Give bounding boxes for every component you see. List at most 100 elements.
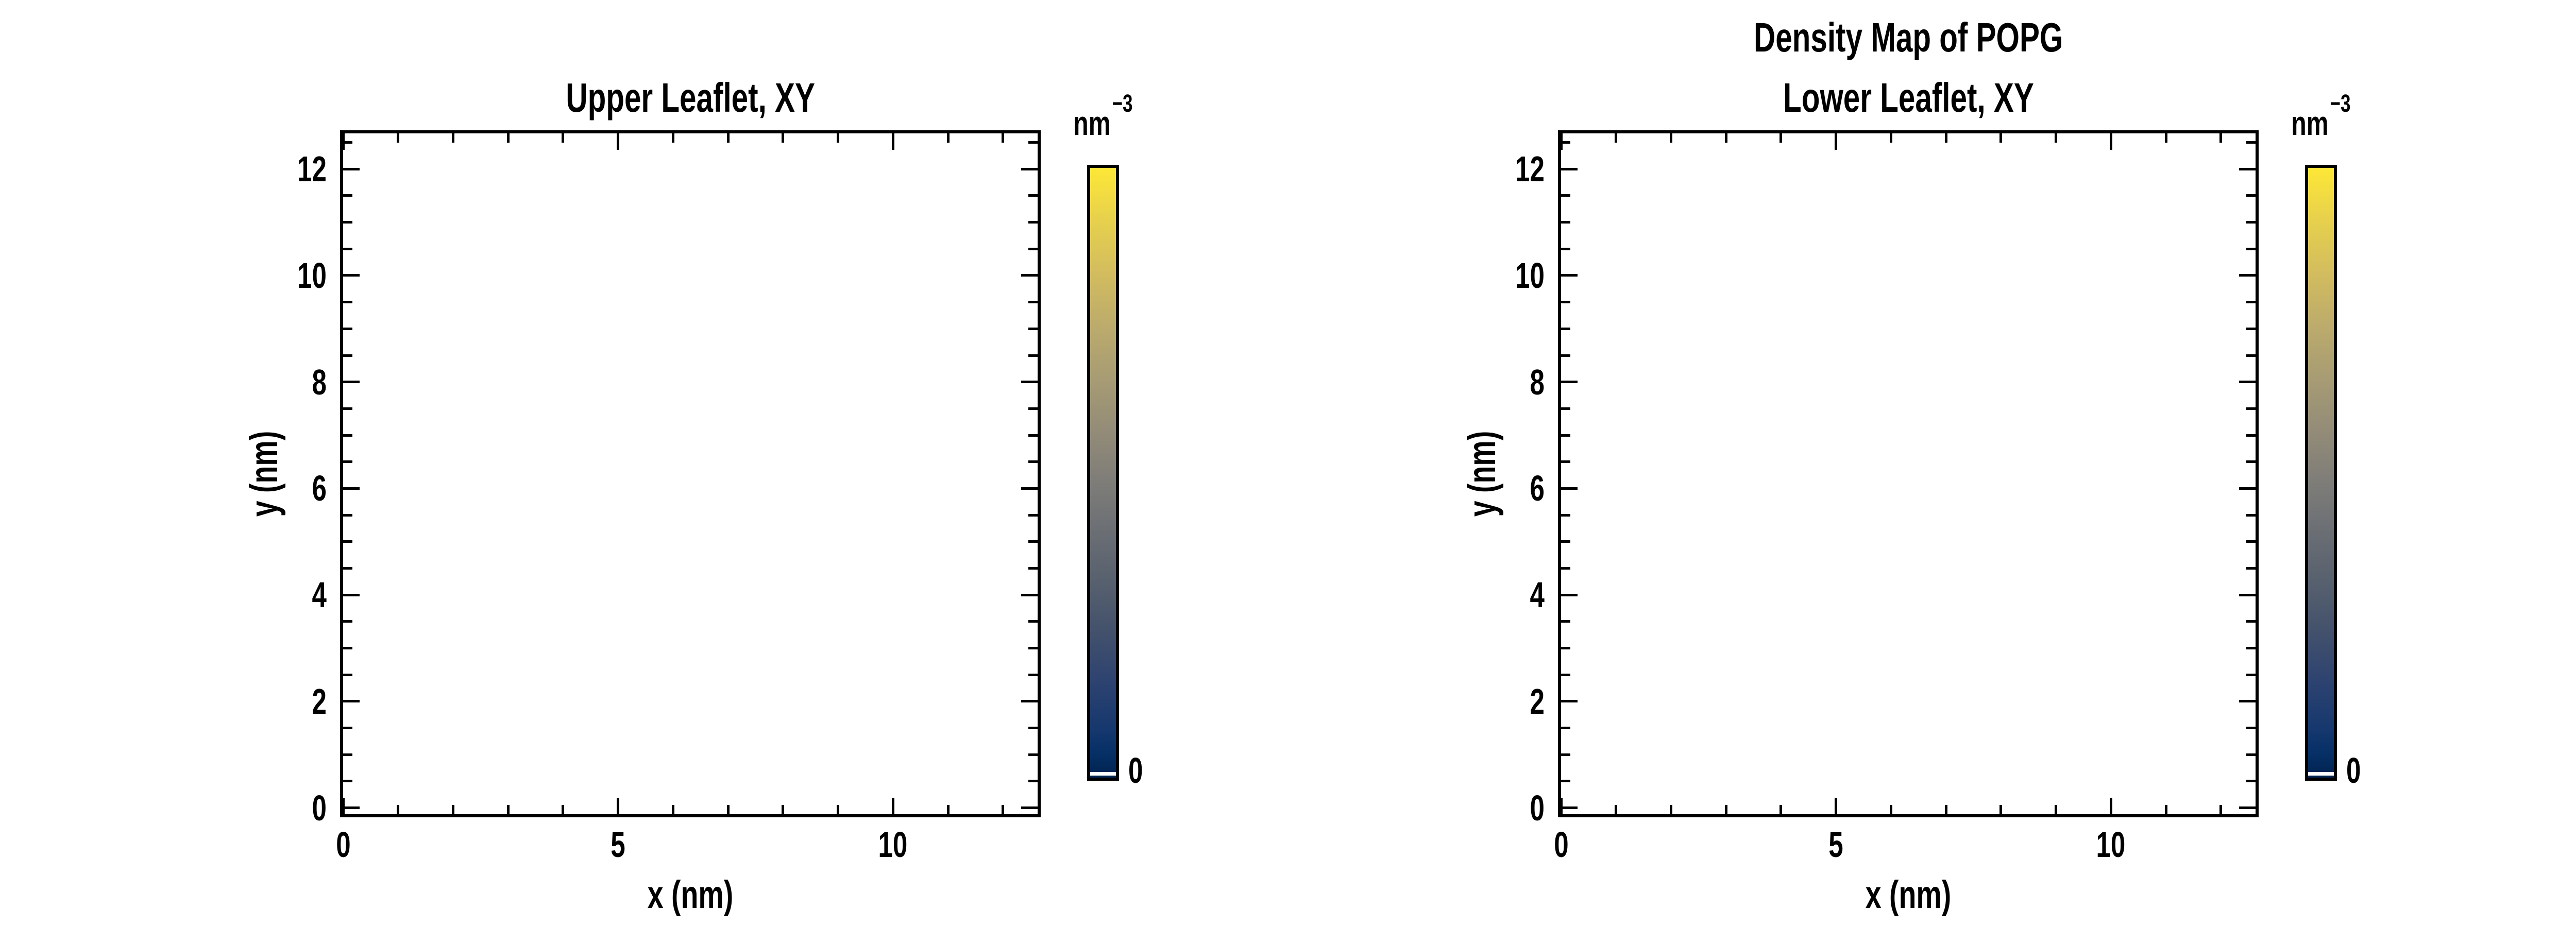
y-tick-label-text: 6 [1530,468,1545,509]
axis-tick [1021,381,1038,384]
axis-tick [1028,247,1038,250]
y-tick-label-text: 10 [1515,255,1545,296]
x-tick-label: 10 [2008,826,2214,863]
axis-tick [1561,141,1570,144]
axis-tick [2109,798,2112,814]
axis-tick [1561,566,1570,570]
axis-tick [343,221,352,224]
axis-tick [1780,805,1783,814]
colorbar-unit-label: nm−3 [1000,90,1206,142]
axis-tick [1028,434,1038,437]
axis-tick [343,647,352,649]
axis-tick [617,133,620,150]
axis-tick [2164,805,2167,814]
y-tick-label: 6 [1328,470,1545,507]
axis-tick [1561,700,1578,703]
axis-tick [1561,513,1570,517]
axis-tick [2246,354,2256,357]
axis-tick [342,798,345,814]
axis-tick [2055,133,2058,143]
subplot-axes [1558,130,2259,817]
x-axis-label-text: x (nm) [1865,872,1952,917]
axis-tick [1028,460,1038,464]
axis-tick [1028,194,1038,197]
axis-tick [837,805,840,814]
axis-tick [2246,753,2256,756]
axis-tick [1835,798,1838,814]
axis-tick [1724,805,1727,814]
colorbar-zero-tick [1090,772,1116,776]
x-tick-label-text: 10 [878,825,908,865]
axis-tick [1561,540,1570,543]
colorbar [2305,165,2337,781]
axis-tick [1561,806,1578,810]
colorbar-unit-base: nm [1073,104,1111,142]
axis-tick [1028,727,1038,730]
axis-tick [2246,301,2256,304]
axis-tick [343,407,352,410]
axis-tick [2246,247,2256,250]
axis-tick [671,133,674,143]
axis-tick [782,805,785,814]
axis-tick [343,487,360,490]
axis-tick [2164,133,2167,143]
y-tick-label-text: 12 [297,149,327,190]
axis-tick [1561,593,1578,596]
y-tick-label: 4 [1328,576,1545,613]
axis-tick [343,673,352,676]
subplot-title-text: Lower Leaflet, XY [1783,75,2034,121]
axis-tick [1780,133,1783,143]
y-tick-label: 2 [1328,683,1545,720]
colorbar-zero-label: 0 [2346,752,2449,789]
y-tick-label: 12 [110,150,327,187]
axis-tick [1999,805,2003,814]
axis-tick [2246,221,2256,224]
y-tick-label: 10 [110,257,327,294]
axis-tick [2246,620,2256,623]
y-tick-label-text: 6 [312,468,327,509]
y-tick-label: 0.0 [2509,454,2576,491]
axis-tick [1028,673,1038,676]
axis-tick [1669,133,1672,143]
axis-tick [343,194,352,197]
axis-tick [1028,647,1038,649]
axis-tick [1561,247,1570,250]
y-tick-label-text: 12 [1515,149,1545,190]
subplot-title: Density Map of POPG [1561,17,2256,58]
y-tick-label-text: 10 [297,255,327,296]
axis-tick [1561,274,1578,277]
axis-tick [1561,407,1570,410]
axis-tick [343,247,352,250]
axis-tick [1028,407,1038,410]
y-tick-label-text: 2 [1530,681,1545,722]
axis-tick [1028,221,1038,224]
y-axis-label-text: y (nm) [1460,431,1504,517]
axis-tick [1561,381,1578,384]
x-tick-label-text: 0 [1553,825,1569,865]
axis-tick [1561,727,1570,730]
x-tick-label: 0 [240,826,446,863]
axis-tick [1028,301,1038,304]
axis-tick [1028,327,1038,330]
axis-tick [1889,133,1892,143]
y-tick-label: 8 [1328,364,1545,401]
axis-tick [343,301,352,304]
x-tick-label-text: 10 [2096,825,2126,865]
axis-tick [1944,805,1947,814]
y-tick-label: 5.0 [2509,173,2576,210]
axis-tick [397,133,400,143]
axis-tick [1028,753,1038,756]
axis-tick [343,167,360,170]
axis-tick [343,434,352,437]
x-tick-label-text: 0 [335,825,351,865]
colorbar-unit-exponent: −3 [2330,90,2351,117]
axis-tick [1561,354,1570,357]
axis-tick [1021,700,1038,703]
colorbar-zero-label-text: 0 [1128,750,1143,791]
axis-tick [1028,540,1038,543]
axis-tick [343,540,352,543]
axis-tick [2246,141,2256,144]
x-axis-label-text: x (nm) [647,872,734,917]
axis-tick [2239,593,2256,596]
axis-tick [1615,133,1618,143]
